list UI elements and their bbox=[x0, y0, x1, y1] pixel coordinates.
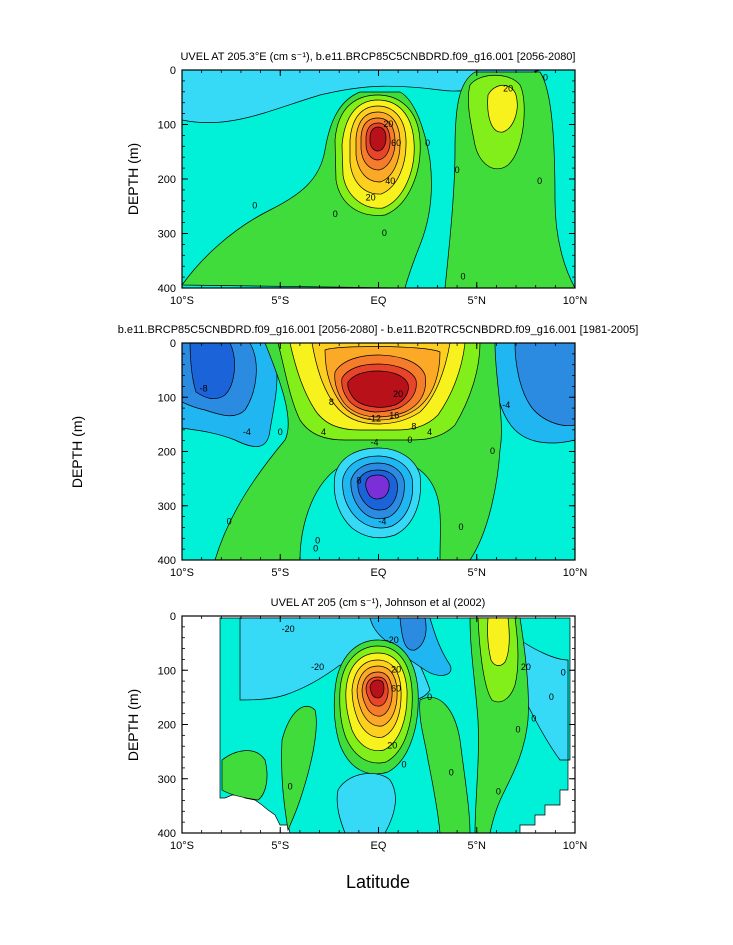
y-tick-label: 0 bbox=[170, 611, 176, 623]
contour-label: 4 bbox=[321, 427, 326, 437]
x-tick-label: 10°S bbox=[170, 295, 194, 307]
y-tick-label: 0 bbox=[170, 65, 176, 77]
panel-1-title: UVEL AT 205.3°E (cm s⁻¹), b.e11.BRCP85C5… bbox=[180, 51, 575, 63]
y-tick-label: 0 bbox=[170, 338, 176, 350]
contour-label: -20 bbox=[282, 624, 295, 634]
y-tick-label: 400 bbox=[158, 283, 176, 295]
x-tick-label: 10°N bbox=[563, 295, 588, 307]
x-tick-label: 5°S bbox=[271, 567, 289, 579]
contour-label: 20 bbox=[393, 389, 403, 399]
panel-1-contour-field bbox=[182, 70, 575, 288]
y-tick-label: 400 bbox=[158, 828, 176, 840]
contour-label: -20 bbox=[311, 662, 324, 672]
contour-label: 0 bbox=[333, 209, 338, 219]
contour-label: -20 bbox=[386, 635, 399, 645]
contour-label: -12 bbox=[368, 413, 381, 423]
x-tick-label: 5°N bbox=[468, 840, 487, 852]
y-tick-label: 100 bbox=[158, 392, 176, 404]
contour-label: 0 bbox=[561, 667, 566, 677]
y-tick-label: 100 bbox=[158, 665, 176, 677]
contour-label: 0 bbox=[455, 165, 460, 175]
x-tick-label: 10°S bbox=[170, 840, 194, 852]
contour-label: -4 bbox=[502, 400, 510, 410]
panel-2: b.e11.BRCP85C5CNBDRD.f09_g16.001 [2056-2… bbox=[69, 324, 638, 579]
contour-label: 0 bbox=[402, 760, 407, 770]
contour-label: 0 bbox=[531, 713, 536, 723]
contour-label: 20 bbox=[521, 662, 531, 672]
contour-label: 0 bbox=[496, 787, 501, 797]
x-tick-label: 10°N bbox=[563, 840, 588, 852]
contour-label: 0 bbox=[427, 692, 432, 702]
contour-label: -4 bbox=[243, 427, 251, 437]
contour-label: 60 bbox=[391, 684, 401, 694]
panel-3: UVEL AT 205 (cm s⁻¹), Johnson et al (200… bbox=[125, 597, 587, 852]
contour-label: 0 bbox=[407, 435, 412, 445]
y-tick-label: 300 bbox=[158, 774, 176, 786]
x-tick-label: 5°S bbox=[271, 295, 289, 307]
x-tick-label: 5°N bbox=[468, 567, 487, 579]
contour-label: 8 bbox=[411, 421, 416, 431]
panel-3-ylabel: DEPTH (m) bbox=[125, 689, 141, 761]
panel-3-contour-field bbox=[182, 616, 575, 833]
x-tick-label: EQ bbox=[371, 295, 387, 307]
y-tick-label: 100 bbox=[158, 120, 176, 132]
y-tick-label: 400 bbox=[158, 555, 176, 567]
x-tick-label: 5°S bbox=[271, 840, 289, 852]
panel-3-title: UVEL AT 205 (cm s⁻¹), Johnson et al (200… bbox=[271, 597, 486, 609]
contour-label: 0 bbox=[278, 427, 283, 437]
contour-label: 0 bbox=[516, 724, 521, 734]
contour-label: 0 bbox=[425, 138, 430, 148]
contour-label: 0 bbox=[549, 692, 554, 702]
contour-label: 0 bbox=[382, 228, 387, 238]
contour-label: 0 bbox=[227, 516, 232, 526]
contour-label: 0 bbox=[288, 781, 293, 791]
contour-label: 0 bbox=[490, 446, 495, 456]
contour-label: -8 bbox=[200, 383, 208, 393]
x-tick-label: 10°S bbox=[170, 567, 194, 579]
x-tick-label: 10°N bbox=[563, 567, 588, 579]
contour-label: 4 bbox=[427, 427, 432, 437]
contour-label: 0 bbox=[252, 201, 257, 211]
contour-label: 0 bbox=[459, 522, 464, 532]
contour-label: 0 bbox=[313, 544, 318, 554]
panel-2-title: b.e11.BRCP85C5CNBDRD.f09_g16.001 [2056-2… bbox=[118, 324, 639, 336]
contour-label: 0 bbox=[537, 176, 542, 186]
contour-label: 16 bbox=[389, 411, 399, 421]
contour-label: 0 bbox=[315, 535, 320, 545]
contour-label: 0 bbox=[460, 271, 465, 281]
panel-2-contour-field bbox=[182, 343, 575, 560]
contour-label: 0 bbox=[449, 768, 454, 778]
contour-label: 8 bbox=[329, 397, 334, 407]
contour-label: -4 bbox=[378, 516, 386, 526]
panel-1-contour-labels: 0 0 0 20 40 20 60 0 0 0 20 0 0 bbox=[252, 73, 548, 282]
contour-label: -4 bbox=[371, 438, 379, 448]
panel-1-ylabel: DEPTH (m) bbox=[125, 143, 141, 215]
y-tick-label: 300 bbox=[158, 229, 176, 241]
y-tick-label: 200 bbox=[158, 720, 176, 732]
y-tick-label: 300 bbox=[158, 501, 176, 513]
panel-2-ylabel: DEPTH (m) bbox=[69, 416, 85, 488]
contour-label: 60 bbox=[391, 138, 401, 148]
x-tick-label: EQ bbox=[371, 840, 387, 852]
x-tick-label: 5°N bbox=[468, 295, 487, 307]
contour-label: 40 bbox=[385, 176, 395, 186]
contour-label: 20 bbox=[503, 83, 513, 93]
contour-label: 8 bbox=[356, 476, 361, 486]
contour-label: 0 bbox=[543, 73, 548, 83]
y-tick-label: 200 bbox=[158, 174, 176, 186]
x-tick-label: EQ bbox=[371, 567, 387, 579]
x-axis-label: Latitude bbox=[346, 872, 410, 892]
contour-label: 20 bbox=[366, 192, 376, 202]
contour-label: 20 bbox=[387, 741, 397, 751]
panel-1: UVEL AT 205.3°E (cm s⁻¹), b.e11.BRCP85C5… bbox=[125, 51, 587, 307]
y-tick-label: 200 bbox=[158, 447, 176, 459]
contour-label: 20 bbox=[391, 665, 401, 675]
contour-label: 20 bbox=[383, 119, 393, 129]
